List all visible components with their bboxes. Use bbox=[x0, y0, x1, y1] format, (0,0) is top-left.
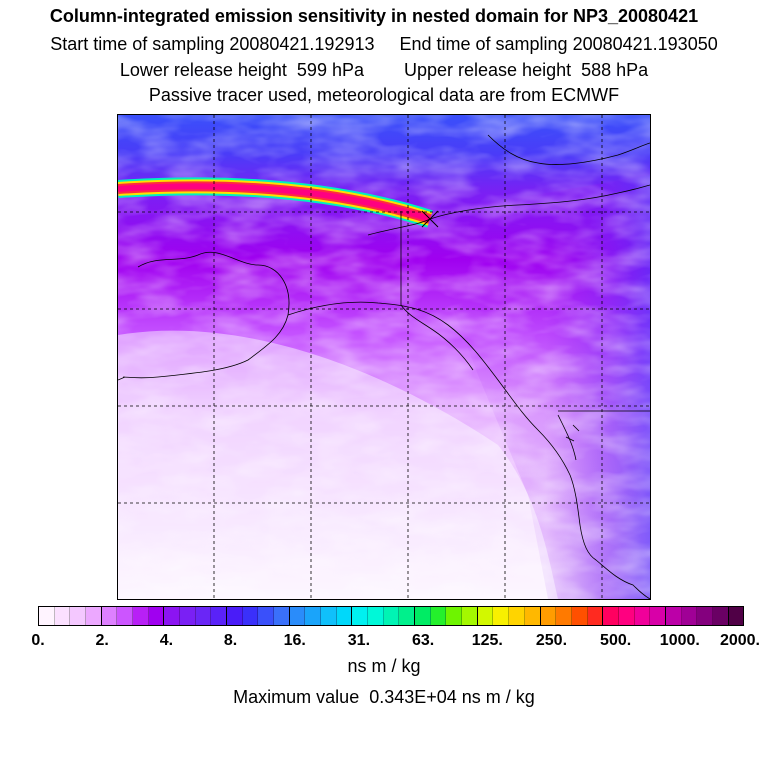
colorbar-tick-label: 500. bbox=[600, 632, 632, 649]
colorbar-segment bbox=[242, 607, 259, 625]
colorbar-unit: ns m / kg bbox=[347, 656, 421, 676]
colorbar-segment bbox=[227, 607, 243, 625]
colorbar-segment bbox=[587, 607, 604, 625]
colorbar-segment bbox=[305, 607, 322, 625]
colorbar-segment bbox=[258, 607, 275, 625]
colorbar-segment bbox=[54, 607, 71, 625]
tracer-info-line: Passive tracer used, meteorological data… bbox=[148, 85, 620, 105]
colorbar-segment bbox=[618, 607, 635, 625]
colorbar-segment bbox=[289, 607, 306, 625]
colorbar-segment bbox=[368, 607, 384, 625]
colorbar-tick-label: 16. bbox=[283, 632, 306, 649]
plot-title: Column-integrated emission sensitivity i… bbox=[49, 6, 699, 26]
colorbar-segment bbox=[321, 607, 337, 625]
colorbar-segment bbox=[274, 607, 290, 625]
colorbar-segment bbox=[117, 607, 134, 625]
colorbar-tick-label: 4. bbox=[159, 632, 174, 649]
sampling-time-line: Start time of sampling 20080421.192913 E… bbox=[50, 34, 718, 54]
colorbar-segment bbox=[603, 607, 619, 625]
colorbar-segment bbox=[540, 607, 557, 625]
colorbar-segment bbox=[101, 607, 118, 625]
colorbar-tick-label: 8. bbox=[223, 632, 238, 649]
colorbar-segment bbox=[164, 607, 181, 625]
release-marker bbox=[421, 210, 439, 228]
colorbar-segment bbox=[524, 607, 541, 625]
colorbar-segment bbox=[415, 607, 431, 625]
colorbar-segment bbox=[211, 607, 228, 625]
colorbar-segment bbox=[712, 607, 729, 625]
colorbar-segment bbox=[86, 607, 102, 625]
colorbar-segment bbox=[665, 607, 682, 625]
colorbar-segment bbox=[728, 607, 744, 625]
colorbar-segment bbox=[195, 607, 212, 625]
colorbar-segment bbox=[70, 607, 87, 625]
colorbar-segment bbox=[352, 607, 369, 625]
sensitivity-map bbox=[117, 114, 651, 600]
colorbar-tick-label: 0. bbox=[31, 632, 45, 649]
colorbar-segment bbox=[634, 607, 651, 625]
colorbar bbox=[38, 606, 744, 626]
colorbar-segment bbox=[493, 607, 510, 625]
colorbar-segment bbox=[509, 607, 525, 625]
colorbar-segment bbox=[336, 607, 353, 625]
colorbar-segment bbox=[681, 607, 698, 625]
release-height-line: Lower release height 599 hPa Upper relea… bbox=[119, 60, 649, 80]
colorbar-tick-label: 125. bbox=[471, 632, 503, 649]
maximum-value-line: Maximum value 0.343E+04 ns m / kg bbox=[233, 687, 535, 707]
colorbar-tick-label: 31. bbox=[347, 632, 371, 649]
colorbar-tick-label: 2. bbox=[95, 632, 109, 649]
colorbar-segment bbox=[430, 607, 447, 625]
colorbar-tick-label: 1000. bbox=[659, 632, 700, 649]
colorbar-segment bbox=[39, 607, 55, 625]
colorbar-segment bbox=[133, 607, 149, 625]
colorbar-segment bbox=[148, 607, 165, 625]
colorbar-tick-label: 2000. bbox=[719, 632, 760, 649]
colorbar-segment bbox=[399, 607, 416, 625]
colorbar-segment bbox=[556, 607, 572, 625]
colorbar-segment bbox=[462, 607, 478, 625]
colorbar-segment bbox=[697, 607, 713, 625]
colorbar-tick-label: 63. bbox=[411, 632, 435, 649]
colorbar-segment bbox=[477, 607, 494, 625]
colorbar-segment bbox=[650, 607, 666, 625]
colorbar-segment bbox=[446, 607, 463, 625]
colorbar-segment bbox=[571, 607, 588, 625]
colorbar-tick-label: 250. bbox=[535, 632, 568, 649]
colorbar-segment bbox=[180, 607, 196, 625]
colorbar-segment bbox=[383, 607, 400, 625]
